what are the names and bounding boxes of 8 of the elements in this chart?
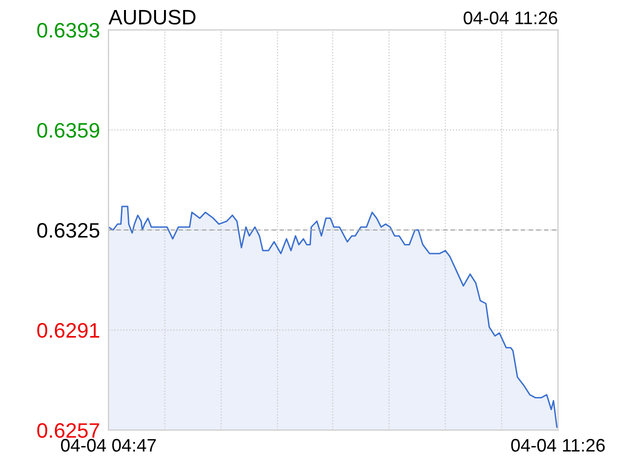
y-tick-label: 0.6291 [37, 323, 100, 338]
y-tick-label: 0.6393 [37, 22, 100, 38]
y-tick-label: 0.6257 [37, 423, 100, 438]
chart-title: AUDUSD [108, 10, 196, 25]
y-tick-label: 0.6359 [37, 122, 100, 138]
x-tick-label: 04-04 04:47 [61, 438, 156, 452]
text: 04-04 11:26 [464, 12, 558, 24]
y-tick-label: 0.6325 [37, 223, 100, 238]
